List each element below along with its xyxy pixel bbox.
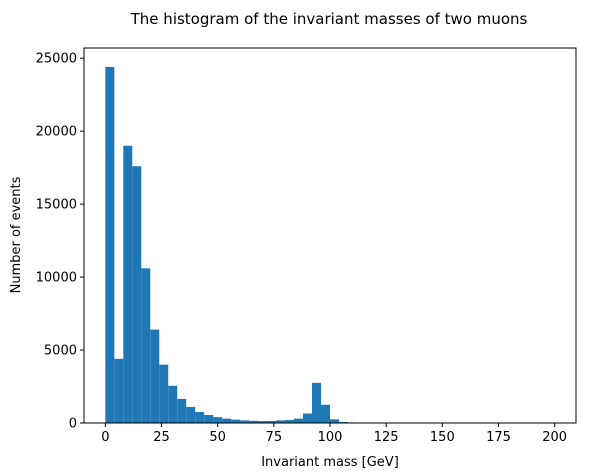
histogram-bar: [123, 145, 133, 424]
y-tick-label: 0: [69, 417, 77, 432]
y-axis-label: Number of events: [9, 176, 24, 293]
y-tick-label: 20000: [36, 125, 77, 140]
histogram-bar: [338, 421, 348, 423]
histogram-bar: [312, 382, 322, 423]
histogram-bar: [204, 414, 214, 423]
histogram-bar: [276, 420, 286, 423]
histogram-bar: [258, 421, 268, 423]
histogram-bar: [114, 358, 124, 423]
histogram-bar: [168, 385, 178, 423]
histogram-bar: [231, 419, 241, 423]
histogram-bars: [105, 66, 501, 424]
x-tick-label: 125: [374, 430, 399, 445]
plot-area: [84, 48, 576, 423]
histogram-bar: [159, 364, 169, 423]
plot-frame: [83, 47, 577, 424]
x-tick-label: 200: [542, 430, 567, 445]
histogram-bar: [267, 420, 277, 423]
x-tick-label: 150: [430, 430, 455, 445]
histogram-bar: [141, 268, 151, 423]
histogram-bar: [240, 420, 250, 423]
histogram-bar: [321, 404, 330, 423]
histogram-bar: [285, 419, 295, 423]
y-tick-label: 15000: [36, 198, 77, 213]
x-tick-label: 75: [266, 430, 283, 445]
x-tick-label: 100: [318, 430, 343, 445]
y-axis-ticks: 0 5000 10000 15000 20000 25000: [36, 52, 84, 432]
histogram-bar: [222, 418, 232, 423]
histogram-bar: [186, 406, 196, 423]
histogram-bar: [303, 413, 313, 423]
histogram-bar: [294, 418, 304, 423]
y-tick-label: 5000: [44, 344, 77, 359]
histogram-bar: [132, 166, 142, 423]
x-axis-ticks: 0 25 50 75 100 125 150 175 200: [101, 423, 567, 445]
x-tick-label: 0: [101, 430, 109, 445]
x-tick-label: 25: [153, 430, 170, 445]
histogram-bar: [150, 329, 160, 423]
x-tick-label: 50: [209, 430, 226, 445]
y-tick-label: 10000: [36, 271, 77, 286]
y-tick-label: 25000: [36, 52, 77, 67]
histogram-bar: [105, 66, 115, 423]
x-tick-label: 175: [486, 430, 511, 445]
histogram-bar: [249, 420, 259, 423]
histogram-bar: [330, 419, 339, 423]
histogram-bar: [195, 412, 205, 423]
x-axis-label: Invariant mass [GeV]: [261, 455, 399, 470]
chart-title: The histogram of the invariant masses of…: [130, 10, 528, 28]
histogram-bar: [177, 398, 187, 423]
histogram-bar: [213, 417, 223, 423]
